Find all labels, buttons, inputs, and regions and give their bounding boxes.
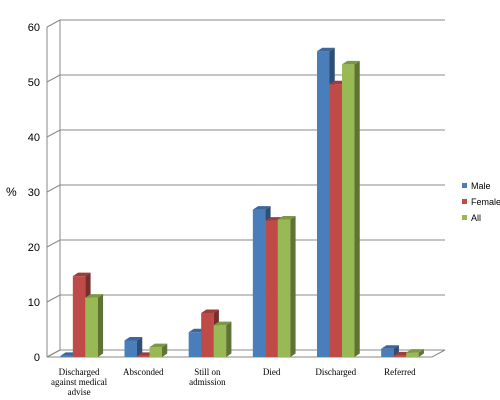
legend-swatch [462, 215, 467, 220]
bar-all [342, 60, 360, 358]
bar-side [137, 337, 143, 357]
bar-front [213, 325, 227, 357]
bar-top [213, 321, 232, 326]
bar-side [290, 216, 296, 357]
bar-top [124, 337, 143, 341]
bar-side [354, 60, 360, 358]
bar-front [137, 355, 150, 357]
bar-front [124, 340, 137, 357]
gridline-diagonal [46, 239, 61, 248]
x-tick-label: Absconded [123, 367, 164, 377]
bar-front [60, 355, 73, 357]
bar-top [252, 206, 271, 210]
bars [60, 47, 424, 358]
bar-side [97, 294, 104, 357]
gridline-diagonal [46, 74, 61, 83]
legend-label: All [471, 213, 481, 223]
legend-item-female: Female [462, 197, 500, 207]
y-tick-label: 10 [28, 297, 40, 309]
gridline-diagonal [46, 294, 61, 303]
y-tick-label: 60 [28, 22, 40, 34]
bar-front [149, 347, 162, 357]
y-tick-label: 20 [28, 242, 40, 254]
x-tick-label: Referred [384, 367, 416, 377]
bar-side [418, 349, 424, 357]
bar-all [149, 343, 168, 357]
legend-swatch [462, 183, 467, 188]
bar-front [393, 355, 407, 357]
bar-top [406, 349, 424, 353]
gridline-diagonal [46, 129, 61, 138]
bar-all [277, 216, 296, 357]
bar-top [381, 345, 399, 349]
bar-all [406, 349, 424, 357]
legend-swatch [462, 199, 467, 204]
legend-label: Male [471, 181, 491, 191]
bar-all [85, 294, 104, 357]
bar-front [406, 352, 419, 357]
x-tick-label: Died [263, 367, 281, 377]
gridline-diagonal [46, 184, 61, 193]
bar-front [201, 313, 214, 357]
legend-label: Female [471, 197, 500, 207]
bar-front [265, 220, 278, 357]
floor [46, 349, 446, 358]
bar-all [213, 321, 232, 357]
y-tick-label: 50 [28, 77, 40, 89]
bar-front [188, 332, 202, 357]
bar-side [162, 343, 168, 357]
bar-front [72, 276, 86, 357]
bar-top [85, 294, 104, 298]
grid [46, 19, 445, 358]
bar-male [124, 337, 143, 357]
bar-front [329, 84, 342, 357]
x-tick-label: Discharged against medical advise [51, 367, 108, 397]
y-axis-label: % [6, 185, 17, 199]
legend-item-all: All [462, 213, 481, 223]
bar-front [277, 219, 291, 357]
labels: 0 10 20 30 40 50 60 Discharged against medical ad… [28, 22, 416, 397]
y-tick-label: 40 [28, 132, 40, 144]
x-tick-label: Discharged [315, 367, 356, 377]
bar-front [342, 64, 355, 358]
bar-top [317, 47, 335, 52]
x-tick-label: Still on admission [189, 367, 226, 387]
bar-top [277, 216, 296, 220]
bar-side [226, 321, 232, 357]
legend-item-male: Male [462, 181, 491, 191]
y-tick-label: 30 [28, 187, 40, 199]
bar-front [252, 209, 266, 357]
bar-front [317, 51, 330, 357]
bar-top [201, 309, 219, 313]
bar-front [85, 297, 98, 357]
axes [46, 20, 446, 358]
legend: Male Female All [462, 181, 500, 223]
bar-front [381, 348, 394, 357]
bar-top [72, 272, 91, 277]
bar-top [149, 343, 168, 348]
bar-top [342, 60, 360, 65]
gridline-diagonal [46, 19, 61, 28]
y-tick-label: 0 [34, 352, 40, 364]
